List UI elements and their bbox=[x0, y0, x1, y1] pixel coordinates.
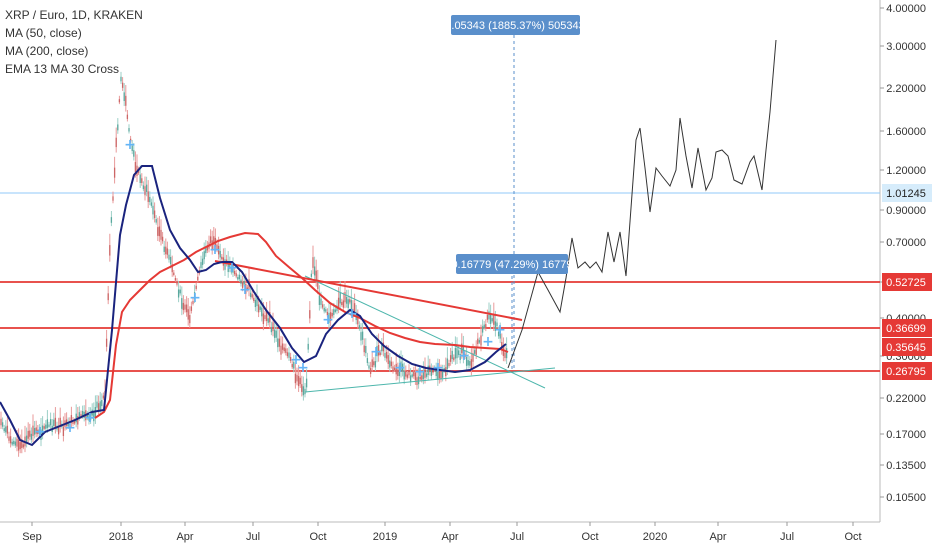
price-tick-label: 1.60000 bbox=[886, 126, 926, 138]
cross-marker: + bbox=[239, 282, 251, 298]
price-tick-label: 0.22000 bbox=[886, 393, 926, 405]
price-tag-0-52725[interactable]: 0.52725 bbox=[882, 273, 932, 291]
price-tick-label: 4.00000 bbox=[886, 3, 926, 15]
ma200-legend[interactable]: MA (200, close) bbox=[5, 44, 89, 58]
time-tick-label: Oct bbox=[581, 531, 598, 543]
ascending-trendline[interactable] bbox=[304, 367, 556, 393]
price-tag-0-26795[interactable]: 0.26795 bbox=[882, 362, 932, 380]
cross-marker: + bbox=[64, 420, 76, 436]
cross-marker: + bbox=[34, 424, 46, 440]
price-candles[interactable] bbox=[0, 71, 508, 457]
cross-marker: + bbox=[432, 360, 444, 376]
price-tick-label: 0.17000 bbox=[886, 429, 926, 441]
symbol-title[interactable]: XRP / Euro, 1D, KRAKEN bbox=[5, 8, 143, 22]
cross-marker: + bbox=[494, 322, 506, 338]
time-tick-label: Apr bbox=[176, 531, 193, 543]
cross-marker: + bbox=[458, 348, 470, 364]
ma200-line[interactable] bbox=[94, 231, 509, 419]
ema-cross-markers: + ++++++++++ +++ + ++++ bbox=[34, 137, 506, 440]
price-axis[interactable]: 4.00000 3.00000 2.20000 1.60000 1.20000 0.900… bbox=[880, 3, 926, 504]
time-axis[interactable]: Sep 2018 Apr Jul Oct 2019 Apr Jul Oct 2020 Apr Jul O… bbox=[22, 522, 862, 543]
cross-marker: + bbox=[346, 306, 358, 322]
svg-text:0.35645: 0.35645 bbox=[886, 342, 926, 354]
price-tick-label: 0.90000 bbox=[886, 205, 926, 217]
svg-text:5.05343 (1885.37%) 505343: 5.05343 (1885.37%) 505343 bbox=[445, 20, 584, 32]
time-tick-label: Sep bbox=[22, 531, 42, 543]
time-tick-label: 2019 bbox=[373, 531, 397, 543]
svg-text:0.36699: 0.36699 bbox=[886, 323, 926, 335]
cross-marker: + bbox=[394, 360, 406, 376]
time-tick-label: 2020 bbox=[643, 531, 667, 543]
cross-marker: + bbox=[370, 344, 382, 360]
ma50-line[interactable] bbox=[0, 165, 507, 447]
cross-marker: + bbox=[189, 290, 201, 306]
svg-text:0.16779 (47.29%) 16779: 0.16779 (47.29%) 16779 bbox=[451, 259, 572, 271]
price-tick-label: 0.10500 bbox=[886, 492, 926, 504]
cross-marker: + bbox=[124, 137, 136, 153]
cross-marker: + bbox=[297, 360, 309, 376]
price-tag-0-36699[interactable]: 0.36699 bbox=[882, 319, 932, 337]
time-tick-label: Apr bbox=[709, 531, 726, 543]
price-tag-1-01245[interactable]: 1.01245 bbox=[882, 184, 932, 202]
time-tick-label: Apr bbox=[441, 531, 458, 543]
cross-marker: + bbox=[482, 334, 494, 350]
price-tick-label: 0.70000 bbox=[886, 237, 926, 249]
measure-label-small[interactable]: 0.16779 (47.29%) 16779 bbox=[451, 254, 573, 274]
cross-marker: + bbox=[414, 364, 426, 380]
time-tick-label: Oct bbox=[844, 531, 861, 543]
svg-text:1.01245: 1.01245 bbox=[886, 188, 926, 200]
chart-legend: XRP / Euro, 1D, KRAKEN MA (50, close) MA… bbox=[5, 6, 143, 78]
forecast-path[interactable] bbox=[507, 39, 777, 369]
cross-marker: + bbox=[84, 410, 96, 426]
ma50-legend[interactable]: MA (50, close) bbox=[5, 26, 82, 40]
descending-trendline[interactable] bbox=[304, 275, 546, 389]
price-tick-label: 3.00000 bbox=[886, 41, 926, 53]
resistance-trendline[interactable] bbox=[214, 260, 523, 321]
time-tick-label: Jul bbox=[780, 531, 794, 543]
price-tag-0-35645[interactable]: 0.35645 bbox=[882, 338, 932, 356]
svg-text:0.26795: 0.26795 bbox=[886, 366, 926, 378]
measure-label-big[interactable]: 5.05343 (1885.37%) 505343 bbox=[445, 15, 585, 35]
price-tick-label: 2.20000 bbox=[886, 83, 926, 95]
time-tick-label: Oct bbox=[309, 531, 326, 543]
cross-marker: + bbox=[290, 352, 302, 368]
cross-marker: + bbox=[226, 260, 238, 276]
cross-marker: + bbox=[322, 312, 334, 328]
cross-marker: + bbox=[209, 242, 221, 258]
time-tick-label: 2018 bbox=[109, 531, 133, 543]
price-tick-label: 1.20000 bbox=[886, 165, 926, 177]
svg-text:0.52725: 0.52725 bbox=[886, 277, 926, 289]
time-tick-label: Jul bbox=[246, 531, 260, 543]
price-tick-label: 0.13500 bbox=[886, 460, 926, 472]
ema-cross-legend[interactable]: EMA 13 MA 30 Cross bbox=[5, 62, 120, 76]
time-tick-label: Jul bbox=[510, 531, 524, 543]
